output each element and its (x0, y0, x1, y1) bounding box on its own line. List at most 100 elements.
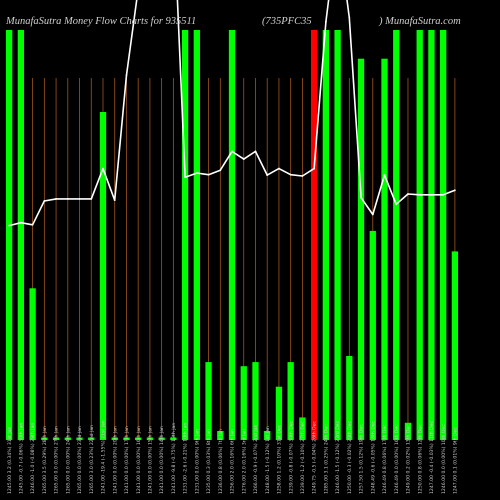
money-flow-bar (29, 288, 36, 440)
money-flow-bar (240, 366, 247, 440)
money-flow-bar (88, 437, 95, 440)
money-flow-bar (275, 386, 283, 440)
money-flow-bar (264, 430, 271, 440)
price-point (184, 176, 187, 179)
price-point (19, 221, 22, 224)
x-tick-label: 1256.00 2.0 (0.16%) 6th Jan (230, 429, 236, 494)
x-tick-label: 1247.00 -0.4 (-0.03%) 11th Dec (429, 420, 435, 494)
price-point (90, 198, 93, 200)
price-point (289, 173, 292, 176)
money-flow-bar (193, 30, 200, 440)
price-point (301, 175, 304, 177)
x-tick-label: 1249.00 0.2 (0.02%) 13th Dec (406, 424, 412, 494)
price-point (348, 16, 351, 19)
money-flow-bar (17, 30, 25, 440)
x-tick-label: 1245.00 3.2 (0.34%) 31st Jan (7, 426, 13, 494)
money-flow-bar (146, 437, 154, 440)
money-flow-bar (310, 30, 318, 440)
price-point (242, 158, 245, 161)
price-point (125, 74, 128, 76)
price-point (407, 193, 409, 195)
money-flow-bar (170, 437, 177, 440)
money-flow-bar (41, 437, 48, 440)
x-tick-label: 1266.00 -0.9 (-0.07%) 2nd Jan (253, 424, 259, 494)
price-point (266, 174, 269, 177)
x-tick-label: 1258.00 1.2 (0.10%) 31st Dec (277, 424, 283, 494)
x-tick-label: 1285.00 3.1 (0.25%) 24th Dec (323, 424, 329, 494)
price-point (31, 223, 34, 226)
price-point (207, 173, 210, 176)
x-tick-label: 1239.00 -1.2 (-0.10%) 27th Dec (300, 420, 306, 494)
price-point (278, 167, 280, 170)
money-flow-bar (357, 58, 365, 440)
price-point (324, 20, 327, 23)
money-flow-bar (181, 30, 189, 440)
x-tick-label: 1248.00 -1.5 (-0.12%) 1st Jan (265, 426, 271, 494)
x-tick-label: 1249.75 -0.5 (-0.04%) 26th Dec (312, 420, 318, 494)
x-tick-label: 1265.00 3.0 (0.23%) 22nd Jan (89, 425, 95, 494)
price-point (8, 224, 11, 227)
x-tick-label: 1265.00 3.5 (0.29%) 28th Jan (42, 426, 48, 494)
price-point (231, 150, 233, 153)
x-tick-label: 1265.00 0.0 (0.00%) 23rd Jan (77, 426, 83, 494)
x-tick-label: 1246.49 0.8 (0.06%) 17th Dec (382, 424, 388, 494)
price-point (371, 213, 374, 216)
price-point (395, 203, 398, 206)
x-tick-label: 1257.50 1.5 (0.12%) 19th Dec (359, 424, 365, 494)
price-point (78, 198, 81, 200)
money-flow-bar (252, 362, 259, 440)
x-tick-label: 1235.00 0.3 (0.03%) 8th Jan (206, 429, 212, 494)
money-flow-bar (287, 362, 294, 440)
price-point (113, 199, 116, 202)
price-point (195, 172, 198, 174)
chart-title-left: MunafaSutra Money Flow Charts for 935511 (5, 16, 196, 27)
money-flow-bar (99, 112, 107, 440)
money-flow-bar (76, 437, 83, 440)
x-tick-label: 1236.00 0.8 (0.06%) 7th Jan (218, 429, 224, 494)
money-flow-bar (135, 437, 142, 440)
price-point (360, 196, 362, 199)
money-flow-bar (381, 58, 388, 440)
price-point (102, 167, 104, 170)
price-line (8, 0, 456, 227)
money-flow-bars (6, 30, 459, 440)
x-tick-label: 1250.00 0.8 (0.06%) 12th Dec (417, 424, 423, 494)
x-tick-label: 1241.00 -19.4 (-1.55%) 21st Jan (101, 420, 107, 494)
x-tick-label: 1245.00 -0.7 (-0.06%) 30th Jan (18, 423, 24, 494)
price-point (453, 189, 456, 192)
chart-title-right: ) MunafaSutra.com (378, 16, 461, 27)
money-flow-bar (64, 437, 71, 440)
x-tick-label: 1246.49 0.0 (0.00%) 16th Dec (394, 424, 400, 494)
money-flow-bar (217, 430, 224, 440)
x-tick-label: 1241.00 -9.8 (-0.75%) 13th Jan (171, 423, 177, 494)
money-flow-bar (416, 30, 423, 440)
x-tick-label: 1246.00 0.0 (0.00%) 10th Dec (441, 424, 447, 494)
x-tick-label: 1241.00 0.0 (0.00%) 14th Jan (159, 426, 165, 494)
money-flow-bar (440, 30, 447, 440)
x-tick-label: 1250.00 -0.3 (-0.02%) 20th Dec (347, 420, 353, 494)
x-tick-label: 1231.00 0.0 (0.00%) 9th Jan (194, 429, 200, 494)
money-flow-bar (123, 437, 130, 440)
x-tick-label: 1276.00 2.0 (0.16%) 3rd Jan (241, 429, 247, 494)
money-flow-bar (228, 30, 236, 440)
x-tick-label: 1231.00 -2.6 (-0.21%) 10th Jan (183, 423, 189, 494)
money-flow-bar (404, 422, 412, 440)
money-flow-bar (322, 30, 330, 440)
chart-title-mid: (735PFC35 (262, 16, 312, 27)
x-tick-label: 1248.49 -0.6 (-0.05%) 18th Dec (370, 420, 376, 494)
money-flow-bar (451, 251, 459, 440)
price-point (55, 198, 57, 200)
price-point (418, 193, 421, 196)
money-flow-bar (299, 417, 306, 440)
money-flow-bar (428, 30, 435, 440)
x-tick-label: 1265.00 0.0 (0.00%) 24th Jan (65, 426, 71, 494)
price-point (442, 193, 445, 196)
money-flow-bar (334, 30, 341, 440)
money-flow-bar (52, 437, 60, 440)
money-flow-bar (346, 355, 353, 440)
x-tick-label: 1246.00 -1.0 (-0.08%) 29th Jan (30, 423, 36, 494)
x-tick-label: 1241.00 0.0 (0.00%) 16th Jan (136, 426, 142, 494)
money-flow-bar (369, 230, 376, 440)
money-flow-bar (393, 30, 400, 440)
x-tick-label: 1246.00 -1.5 (-0.12%) 23rd Dec (335, 420, 341, 494)
